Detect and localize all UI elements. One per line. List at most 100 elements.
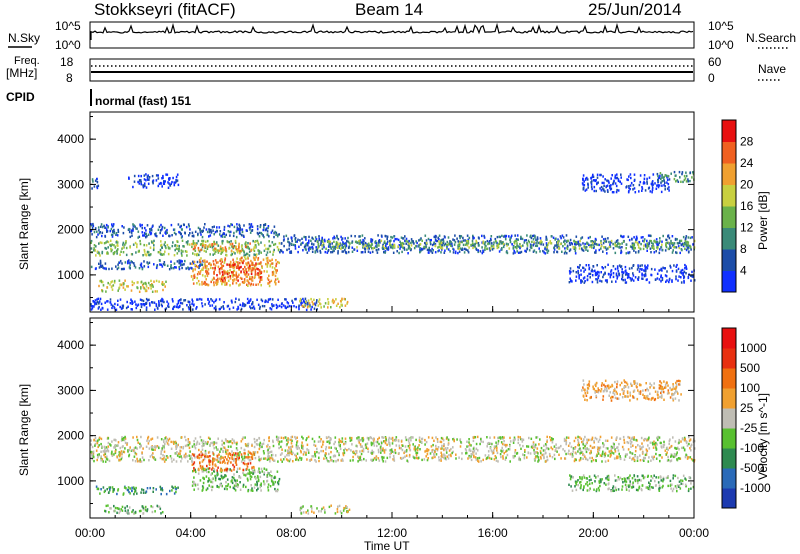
velocity-cell bbox=[390, 448, 393, 452]
velocity-cell bbox=[688, 435, 690, 439]
velocity-cell bbox=[220, 447, 222, 451]
power-cell bbox=[661, 248, 664, 252]
power-cell bbox=[367, 245, 370, 249]
power-cell bbox=[214, 259, 217, 262]
power-cell bbox=[205, 228, 208, 231]
power-cell bbox=[606, 280, 608, 284]
power-cell bbox=[184, 299, 187, 302]
power-cell bbox=[243, 259, 245, 262]
velocity-cell bbox=[225, 439, 227, 442]
velocity-cell bbox=[432, 443, 434, 447]
power-cell bbox=[231, 223, 233, 227]
power-cell bbox=[247, 273, 250, 276]
power-cell bbox=[253, 267, 255, 270]
power-cell bbox=[91, 233, 93, 236]
velocity-cell bbox=[313, 443, 315, 447]
power-cell bbox=[379, 241, 381, 244]
power-cell bbox=[294, 240, 297, 243]
velocity-cell bbox=[668, 439, 671, 443]
velocity-cell bbox=[383, 440, 386, 443]
power-cell bbox=[213, 301, 215, 304]
power-cell bbox=[616, 188, 618, 192]
velocity-cell bbox=[639, 459, 642, 462]
power-cell bbox=[189, 262, 192, 265]
power-cell bbox=[267, 261, 269, 265]
velocity-cell bbox=[441, 437, 444, 440]
power-cell bbox=[371, 247, 373, 250]
power-cell bbox=[545, 244, 548, 247]
power-cell bbox=[254, 244, 257, 247]
velocity-cell bbox=[284, 436, 287, 439]
power-cell bbox=[163, 282, 165, 286]
velocity-cell bbox=[343, 449, 345, 452]
power-cell bbox=[207, 297, 209, 301]
power-cell bbox=[146, 250, 149, 254]
velocity-cell bbox=[394, 448, 396, 452]
power-cell bbox=[266, 233, 269, 236]
velocity-cell bbox=[176, 454, 179, 457]
velocity-cell bbox=[207, 436, 210, 439]
power-cell bbox=[572, 246, 575, 249]
power-cell bbox=[250, 248, 253, 252]
power-cell bbox=[176, 252, 179, 255]
velocity-cell bbox=[302, 437, 304, 440]
power-cell bbox=[382, 245, 385, 248]
power-cell bbox=[246, 256, 249, 259]
velocity-cell bbox=[478, 456, 481, 460]
power-cell bbox=[415, 240, 417, 243]
power-cell bbox=[236, 251, 239, 254]
power-cell bbox=[483, 234, 485, 238]
power-cell bbox=[661, 240, 663, 243]
power-cell bbox=[257, 262, 259, 266]
velocity-cell bbox=[286, 454, 288, 457]
power-cell bbox=[353, 248, 355, 251]
power-cell bbox=[661, 276, 664, 280]
velocity-cell bbox=[610, 436, 613, 439]
velocity-cell bbox=[278, 443, 280, 446]
power-cell bbox=[427, 248, 430, 252]
power-cell bbox=[200, 243, 203, 246]
power-cell bbox=[591, 241, 594, 245]
power-cell bbox=[272, 253, 274, 256]
power-cell bbox=[406, 240, 409, 243]
power-cell bbox=[155, 266, 158, 270]
velocity-cell bbox=[96, 453, 99, 457]
power-cell bbox=[129, 301, 132, 305]
power-cell bbox=[559, 235, 562, 238]
power-cell bbox=[290, 242, 293, 246]
velocity-cell bbox=[267, 451, 270, 454]
power-cell bbox=[315, 246, 317, 249]
power-cell bbox=[536, 237, 539, 241]
power-cell bbox=[466, 234, 469, 237]
velocity-cell bbox=[600, 454, 603, 458]
power-cell bbox=[257, 273, 260, 277]
velocity-cell bbox=[648, 436, 650, 439]
velocity-cell bbox=[430, 445, 433, 448]
power-cell bbox=[248, 266, 250, 269]
power-cell bbox=[129, 235, 132, 239]
power-cell bbox=[97, 184, 100, 187]
power-cell bbox=[246, 297, 249, 301]
power-cell bbox=[250, 269, 253, 272]
power-cell bbox=[251, 261, 253, 264]
power-cell bbox=[351, 241, 353, 244]
power-cell bbox=[275, 231, 278, 235]
velocity-cell bbox=[629, 439, 632, 442]
power-cell bbox=[169, 247, 171, 250]
velocity-cell bbox=[579, 447, 581, 450]
power-cell bbox=[640, 236, 643, 239]
power-cell bbox=[687, 241, 690, 244]
power-cell bbox=[105, 247, 108, 250]
velocity-cell bbox=[633, 436, 635, 439]
power-cell bbox=[274, 283, 277, 286]
velocity-cell bbox=[591, 436, 594, 439]
power-cell bbox=[257, 268, 259, 271]
velocity-cell bbox=[435, 453, 438, 456]
velocity-cell bbox=[302, 453, 305, 456]
power-cell bbox=[99, 231, 101, 234]
power-cell bbox=[585, 188, 588, 191]
power-cell bbox=[583, 246, 586, 249]
velocity-cell bbox=[577, 443, 579, 447]
power-cell bbox=[390, 235, 392, 239]
power-cell bbox=[509, 240, 512, 244]
